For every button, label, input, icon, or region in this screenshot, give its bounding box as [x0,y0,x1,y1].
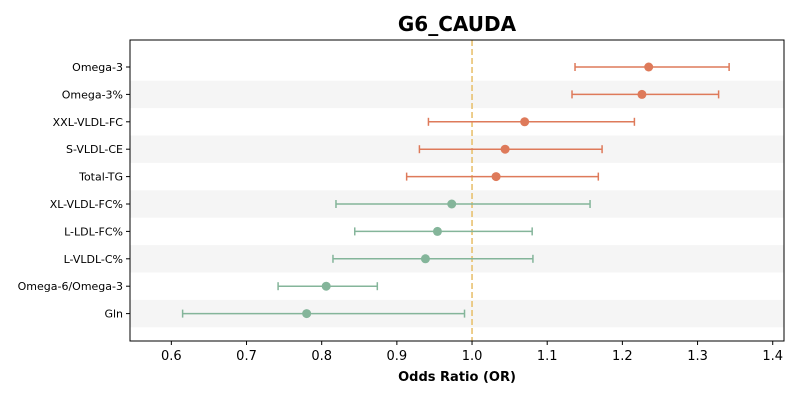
x-tick-label: 1.1 [537,349,558,364]
y-tick-label: L-LDL-FC% [64,225,123,238]
row-mark [277,281,379,291]
x-ticks: 0.6 0.7 0.8 0.9 1.0 1.1 1.2 1.3 1.4 [161,341,783,364]
or-point [321,281,331,291]
x-tick-label: 0.9 [387,349,408,364]
y-tick-label: Gln [104,308,123,321]
row-mark [571,89,720,99]
x-tick-label: 1.3 [687,349,708,364]
or-point [447,199,457,209]
x-tick-label: 0.8 [311,349,332,364]
or-point [420,254,430,264]
chart-title: G6_CAUDA [398,12,517,36]
row-mark [418,144,603,154]
or-point [644,62,654,72]
row-mark [405,172,600,182]
markers [181,62,730,319]
or-point [491,172,501,182]
row-mark [427,117,636,127]
y-tick-label: S-VLDL-CE [66,143,123,156]
row-mark [354,226,533,236]
or-point [432,226,442,236]
x-tick-label: 1.4 [762,349,783,364]
or-point [637,89,647,99]
y-ticks: Omega-3 Omega-3% XXL-VLDL-FC S-VLDL-CE Total… [18,61,130,321]
x-tick-label: 0.7 [236,349,257,364]
row-mark [181,309,466,319]
y-tick-label: Omega-6/Omega-3 [18,280,123,293]
row-mark [335,199,591,209]
row-mark [574,62,730,72]
x-tick-label: 1.0 [462,349,483,364]
row-mark [332,254,534,264]
or-point [520,117,530,127]
or-point [500,144,510,154]
plot-frame [129,39,785,342]
or-point [302,309,312,319]
y-tick-label: XXL-VLDL-FC [53,116,124,129]
x-axis-label: Odds Ratio (OR) [398,370,516,385]
y-tick-label: L-VLDL-C% [64,253,123,266]
y-tick-label: Omega-3% [62,88,123,101]
x-tick-label: 1.2 [612,349,633,364]
y-tick-label: Omega-3 [72,61,123,74]
y-tick-label: Total-TG [78,171,123,184]
y-tick-label: XL-VLDL-FC% [50,198,123,211]
x-tick-label: 0.6 [161,349,182,364]
